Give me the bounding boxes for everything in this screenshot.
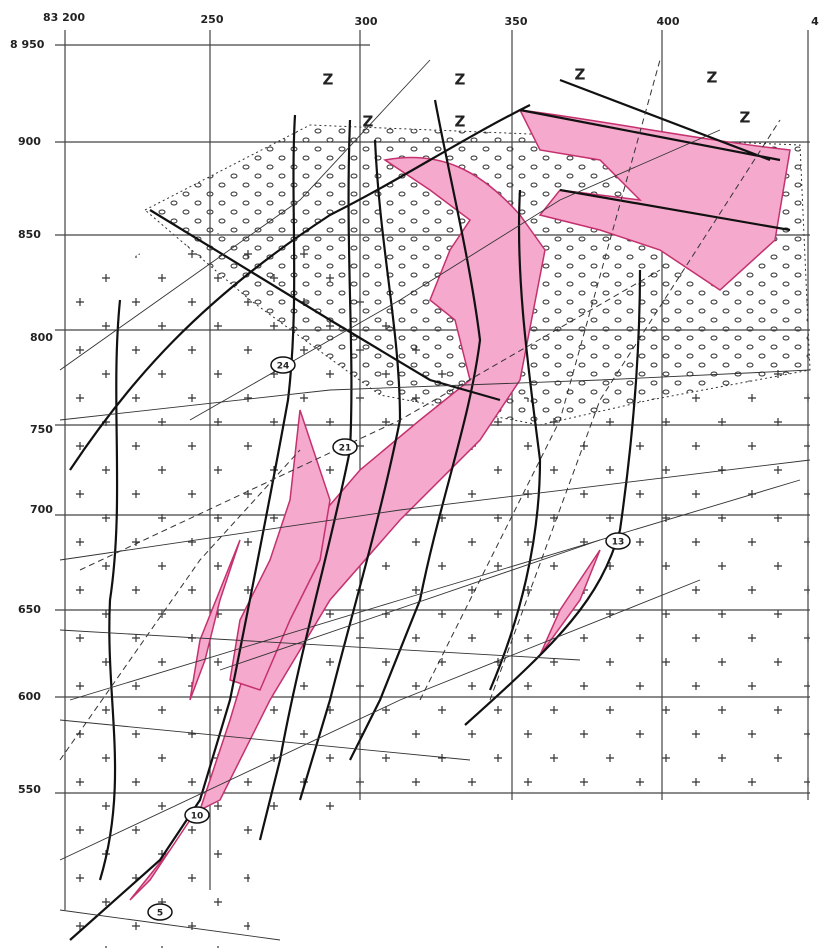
geologic-section: 83 200 250 300 350 400 4 8 950 900 850 8…	[0, 0, 822, 948]
zone-label: Z	[575, 66, 586, 84]
zone-label: Z	[740, 109, 751, 127]
grid-label-left: 650	[18, 603, 41, 616]
zone-label: Z	[363, 113, 374, 131]
grid-label-top: 250	[201, 13, 224, 26]
grid-label-left: 8 950	[10, 38, 45, 51]
grid-label-top: 4	[811, 15, 819, 28]
zone-label: Z	[455, 71, 466, 89]
grid-label-left: 600	[18, 690, 41, 703]
drillhole-label: 21	[339, 444, 352, 454]
zone-label: Z	[323, 71, 334, 89]
drillhole-label: 24	[277, 362, 290, 372]
grid-label-top: 300	[355, 15, 378, 28]
drillhole-label: 13	[612, 538, 625, 548]
grid-label-left: 900	[18, 135, 41, 148]
drillhole-label: 10	[191, 812, 204, 822]
zone-label: Z	[455, 113, 466, 131]
drillhole-label: 5	[157, 909, 163, 919]
grid-label-left: 700	[30, 503, 53, 516]
grid-label-left: 550	[18, 783, 41, 796]
grid-label-top: 350	[505, 15, 528, 28]
grid-label-top: 83 200	[43, 11, 85, 24]
grid-label-left: 750	[30, 423, 53, 436]
grid-label-left: 800	[30, 331, 53, 344]
grid-label-top: 400	[657, 15, 680, 28]
zone-label: Z	[707, 69, 718, 87]
grid-label-left: 850	[18, 228, 41, 241]
